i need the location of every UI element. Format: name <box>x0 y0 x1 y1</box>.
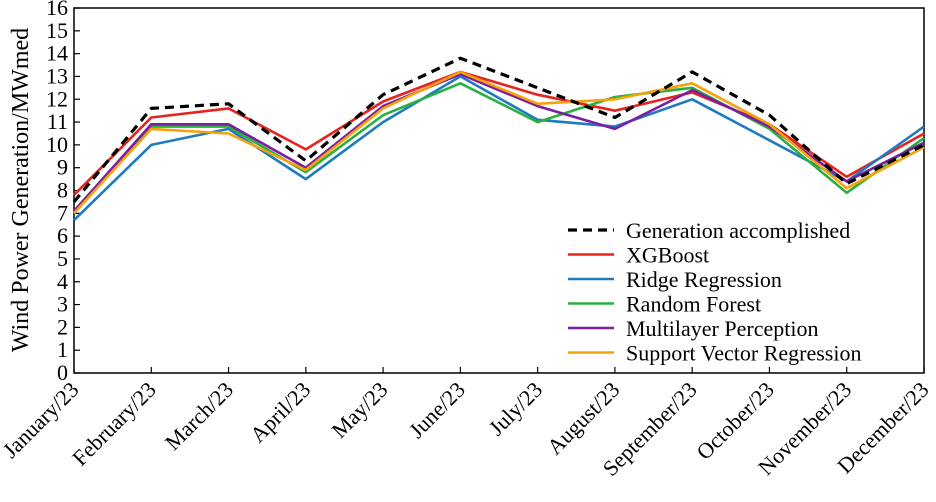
legend-label: XGBoost <box>626 243 709 268</box>
y-tick-label: 16 <box>46 0 68 20</box>
y-tick-label: 5 <box>57 246 68 271</box>
y-tick-label: 6 <box>57 223 68 248</box>
y-tick-label: 7 <box>57 200 68 225</box>
y-tick-label: 8 <box>57 178 68 203</box>
y-tick-label: 1 <box>57 337 68 362</box>
legend-label: Support Vector Regression <box>626 341 861 366</box>
y-tick-label: 11 <box>47 109 68 134</box>
x-tick-label: April/23 <box>245 377 315 447</box>
legend-label: Generation accomplished <box>626 218 850 243</box>
x-tick-label: August/23 <box>542 377 625 460</box>
x-tick-label: May/23 <box>327 377 393 443</box>
series-lines <box>72 56 925 222</box>
series-line-random-forest <box>73 82 925 215</box>
y-tick-label: 2 <box>57 314 68 339</box>
y-tick-label: 4 <box>57 269 68 294</box>
x-tick-label: February/23 <box>67 377 161 471</box>
y-tick-label: 9 <box>57 155 68 180</box>
y-tick-label: 10 <box>46 132 68 157</box>
y-tick-label: 0 <box>57 360 68 385</box>
y-tick-label: 12 <box>46 86 68 111</box>
y-tick-label: 13 <box>46 63 68 88</box>
y-tick-label: 15 <box>46 18 68 43</box>
y-tick-label: 14 <box>46 41 68 66</box>
series-line-generation-accomplished <box>72 56 925 203</box>
x-tick-label: June/23 <box>404 377 470 443</box>
legend-label: Random Forest <box>626 292 761 317</box>
y-tick-label: 3 <box>57 292 68 317</box>
legend-label: Multilayer Perception <box>626 316 818 341</box>
series-line-support-vector-regression <box>73 70 925 215</box>
series-line-xgboost <box>73 70 925 197</box>
y-axis-title: Wind Power Generation/MWmed <box>8 28 34 352</box>
legend-label: Ridge Regression <box>626 267 782 292</box>
x-tick-label: March/23 <box>160 377 238 455</box>
x-tick-label: July/23 <box>484 377 547 440</box>
